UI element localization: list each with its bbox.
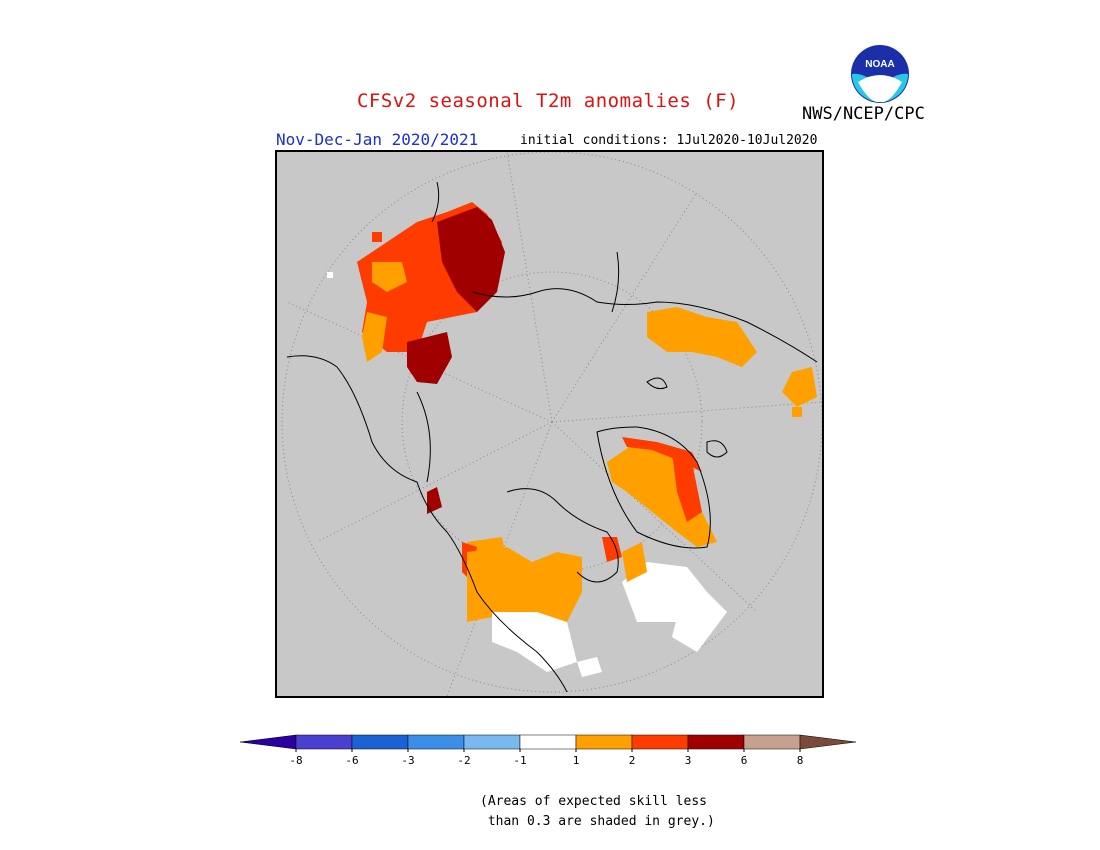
legend-tick-label: -2 — [457, 754, 470, 767]
footnote-line-2: than 0.3 are shaded in grey.) — [480, 814, 715, 829]
legend-swatch — [519, 734, 577, 750]
anomaly-north-america — [467, 537, 727, 677]
legend-tick-label: 2 — [629, 754, 636, 767]
legend-tick-label: 6 — [741, 754, 748, 767]
footnote: (Areas of expected skill less than 0.3 a… — [480, 792, 715, 832]
legend-swatch — [743, 734, 801, 750]
anomaly-siberia — [327, 202, 505, 384]
legend-tick-label: -3 — [401, 754, 414, 767]
legend-swatch — [463, 734, 521, 750]
legend-arrow-high — [799, 734, 857, 750]
legend-swatch — [575, 734, 633, 750]
legend-tick-label: 1 — [573, 754, 580, 767]
polar-map — [275, 150, 824, 698]
legend-swatch — [631, 734, 689, 750]
graticule — [281, 152, 822, 696]
footnote-line-1: (Areas of expected skill less — [480, 794, 707, 809]
legend-swatch — [295, 734, 353, 750]
legend-tick-label: 8 — [797, 754, 804, 767]
coastlines — [286, 181, 818, 693]
legend-swatch — [407, 734, 465, 750]
legend-tick-label: 3 — [685, 754, 692, 767]
noaa-logo-icon: NOAA — [850, 44, 910, 104]
legend-swatch — [351, 734, 409, 750]
initial-conditions: initial conditions: 1Jul2020-10Jul2020 — [520, 133, 818, 148]
logo-text: NOAA — [865, 59, 894, 70]
anomaly-greenland — [607, 437, 717, 547]
color-legend: -8 -6 -3 -2 -1 1 2 3 6 8 — [238, 732, 862, 772]
organization-label: NWS/NCEP/CPC — [802, 104, 925, 124]
chart-title: CFSv2 seasonal T2m anomalies (F) — [356, 90, 740, 112]
forecast-period: Nov-Dec-Jan 2020/2021 — [276, 130, 479, 149]
legend-arrow-low — [239, 734, 297, 750]
legend-tick-label: -1 — [513, 754, 526, 767]
anomaly-europe — [647, 307, 817, 417]
legend-swatch — [687, 734, 745, 750]
legend-tick-label: -6 — [345, 754, 358, 767]
legend-tick-label: -8 — [289, 754, 302, 767]
